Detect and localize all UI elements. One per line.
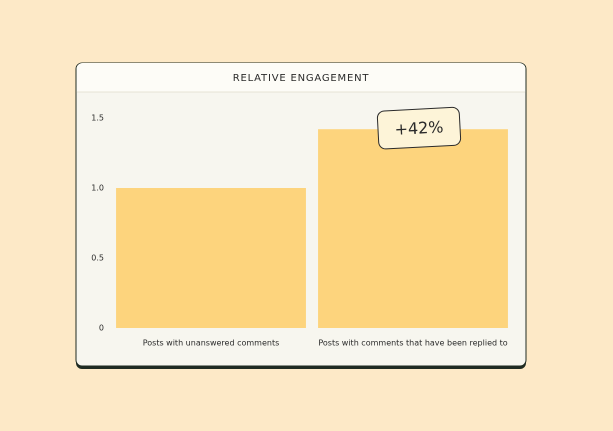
bar (318, 129, 508, 328)
y-tick-label: 1.0 (91, 184, 104, 193)
x-tick-label: Posts with unanswered comments (143, 339, 280, 348)
x-tick-label: Posts with comments that have been repli… (318, 339, 507, 348)
badge-box (376, 106, 462, 150)
y-tick-label: 1.5 (91, 114, 104, 123)
annotation: +42% (394, 117, 444, 139)
y-tick-label: 0.5 (91, 254, 104, 263)
chart-title: RELATIVE ENGAGEMENT (233, 73, 370, 84)
bar (116, 188, 306, 328)
y-tick-label: 0 (99, 324, 104, 333)
annotation-badge: +42% (376, 106, 462, 150)
card-header (76, 63, 526, 92)
